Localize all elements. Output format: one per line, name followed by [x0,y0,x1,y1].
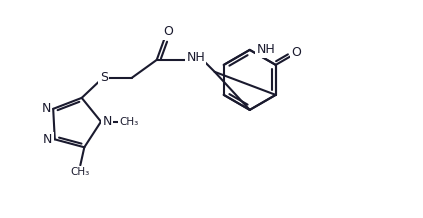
Text: N: N [41,102,51,115]
Text: NH: NH [187,51,205,64]
Text: CH₃: CH₃ [71,167,90,177]
Text: S: S [100,71,108,84]
Text: N: N [43,133,52,146]
Text: NH: NH [256,43,275,56]
Text: O: O [291,46,302,59]
Text: N: N [102,115,112,128]
Text: O: O [163,25,173,38]
Text: CH₃: CH₃ [119,117,139,127]
